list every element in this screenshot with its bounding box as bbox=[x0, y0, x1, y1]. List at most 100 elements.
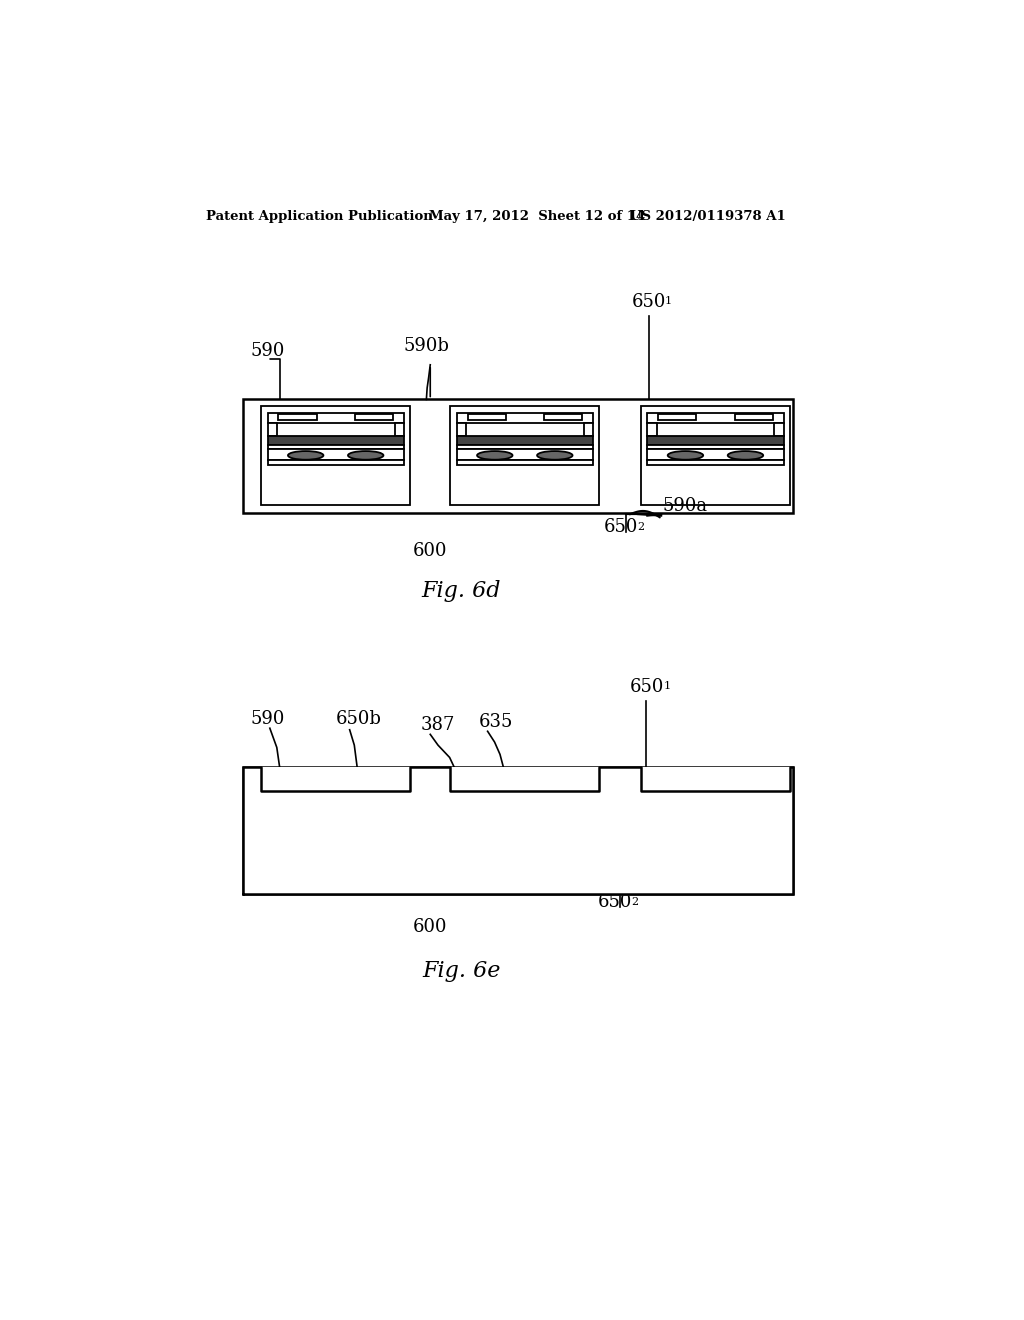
Bar bbox=[647, 436, 783, 445]
Bar bbox=[774, 424, 783, 436]
Text: 590: 590 bbox=[251, 710, 285, 729]
Bar bbox=[457, 424, 466, 436]
Bar bbox=[267, 810, 403, 818]
Bar bbox=[647, 818, 783, 824]
Bar bbox=[457, 824, 593, 834]
Bar bbox=[267, 824, 403, 834]
Text: Fig. 6e: Fig. 6e bbox=[422, 961, 501, 982]
Bar bbox=[267, 797, 276, 810]
Bar bbox=[468, 788, 506, 795]
Text: 2: 2 bbox=[631, 896, 638, 907]
Bar bbox=[457, 810, 593, 818]
Bar bbox=[267, 445, 403, 449]
Bar bbox=[647, 824, 783, 834]
Bar bbox=[457, 797, 466, 810]
Text: US 2012/0119378 A1: US 2012/0119378 A1 bbox=[630, 210, 786, 223]
Bar bbox=[774, 797, 783, 810]
Bar bbox=[267, 787, 403, 797]
Bar bbox=[647, 834, 783, 840]
Ellipse shape bbox=[288, 825, 324, 834]
Bar bbox=[647, 424, 656, 436]
Ellipse shape bbox=[728, 825, 763, 834]
Ellipse shape bbox=[477, 825, 513, 834]
Bar bbox=[658, 788, 696, 795]
Text: 590b: 590b bbox=[403, 337, 450, 355]
Bar bbox=[468, 414, 506, 420]
Bar bbox=[267, 424, 276, 436]
Text: 650: 650 bbox=[632, 293, 667, 312]
Bar bbox=[279, 788, 316, 795]
Ellipse shape bbox=[537, 825, 572, 834]
Text: 650: 650 bbox=[598, 894, 632, 911]
Text: 590: 590 bbox=[251, 342, 285, 360]
Ellipse shape bbox=[668, 825, 703, 834]
Bar bbox=[544, 788, 582, 795]
Bar bbox=[267, 413, 403, 424]
Ellipse shape bbox=[288, 825, 324, 834]
Text: Fig. 6d: Fig. 6d bbox=[422, 579, 501, 602]
Bar bbox=[457, 797, 466, 810]
Bar bbox=[451, 780, 599, 879]
Ellipse shape bbox=[668, 825, 703, 834]
Bar bbox=[658, 788, 696, 795]
Text: Patent Application Publication: Patent Application Publication bbox=[206, 210, 432, 223]
Text: 650: 650 bbox=[604, 517, 638, 536]
Bar bbox=[451, 780, 599, 879]
Bar bbox=[267, 461, 403, 465]
Text: May 17, 2012  Sheet 12 of 14: May 17, 2012 Sheet 12 of 14 bbox=[429, 210, 645, 223]
Bar bbox=[267, 787, 403, 797]
Text: 387: 387 bbox=[421, 717, 456, 734]
Bar bbox=[267, 834, 403, 840]
Bar bbox=[584, 424, 593, 436]
Bar bbox=[451, 780, 599, 879]
Ellipse shape bbox=[537, 825, 572, 834]
Bar bbox=[457, 834, 593, 840]
Bar bbox=[544, 788, 582, 795]
Bar bbox=[584, 797, 593, 810]
Bar bbox=[243, 767, 793, 894]
Bar bbox=[267, 818, 403, 824]
Bar bbox=[279, 788, 316, 795]
Bar bbox=[774, 797, 783, 810]
Bar bbox=[457, 797, 466, 810]
Bar bbox=[584, 797, 593, 810]
Ellipse shape bbox=[288, 825, 324, 834]
Bar bbox=[468, 788, 506, 795]
Bar bbox=[267, 436, 403, 445]
Bar bbox=[354, 788, 393, 795]
Text: 600: 600 bbox=[413, 919, 447, 936]
Bar bbox=[261, 780, 410, 879]
Bar bbox=[647, 787, 783, 797]
Bar bbox=[243, 767, 793, 894]
Ellipse shape bbox=[348, 825, 383, 834]
Bar bbox=[647, 810, 783, 818]
Ellipse shape bbox=[728, 825, 763, 834]
Bar bbox=[261, 780, 410, 879]
Bar bbox=[647, 818, 783, 824]
Bar bbox=[647, 810, 783, 818]
Bar bbox=[267, 818, 403, 824]
Bar bbox=[647, 824, 783, 834]
Bar bbox=[457, 834, 593, 840]
Bar bbox=[641, 780, 790, 879]
Ellipse shape bbox=[668, 451, 703, 459]
Bar bbox=[457, 445, 593, 449]
Bar bbox=[354, 788, 393, 795]
Bar bbox=[261, 407, 410, 506]
Ellipse shape bbox=[477, 825, 513, 834]
Bar bbox=[457, 787, 593, 797]
Bar bbox=[734, 788, 773, 795]
Bar bbox=[279, 788, 316, 795]
Bar bbox=[267, 834, 403, 840]
Bar bbox=[267, 824, 403, 834]
Bar bbox=[468, 788, 506, 795]
Bar bbox=[734, 414, 773, 420]
Bar bbox=[451, 407, 599, 506]
Ellipse shape bbox=[477, 825, 513, 834]
Bar bbox=[641, 407, 790, 506]
Bar bbox=[267, 449, 403, 461]
Bar bbox=[457, 810, 593, 818]
Bar bbox=[261, 780, 410, 879]
Bar bbox=[457, 824, 593, 834]
Bar bbox=[457, 787, 593, 797]
